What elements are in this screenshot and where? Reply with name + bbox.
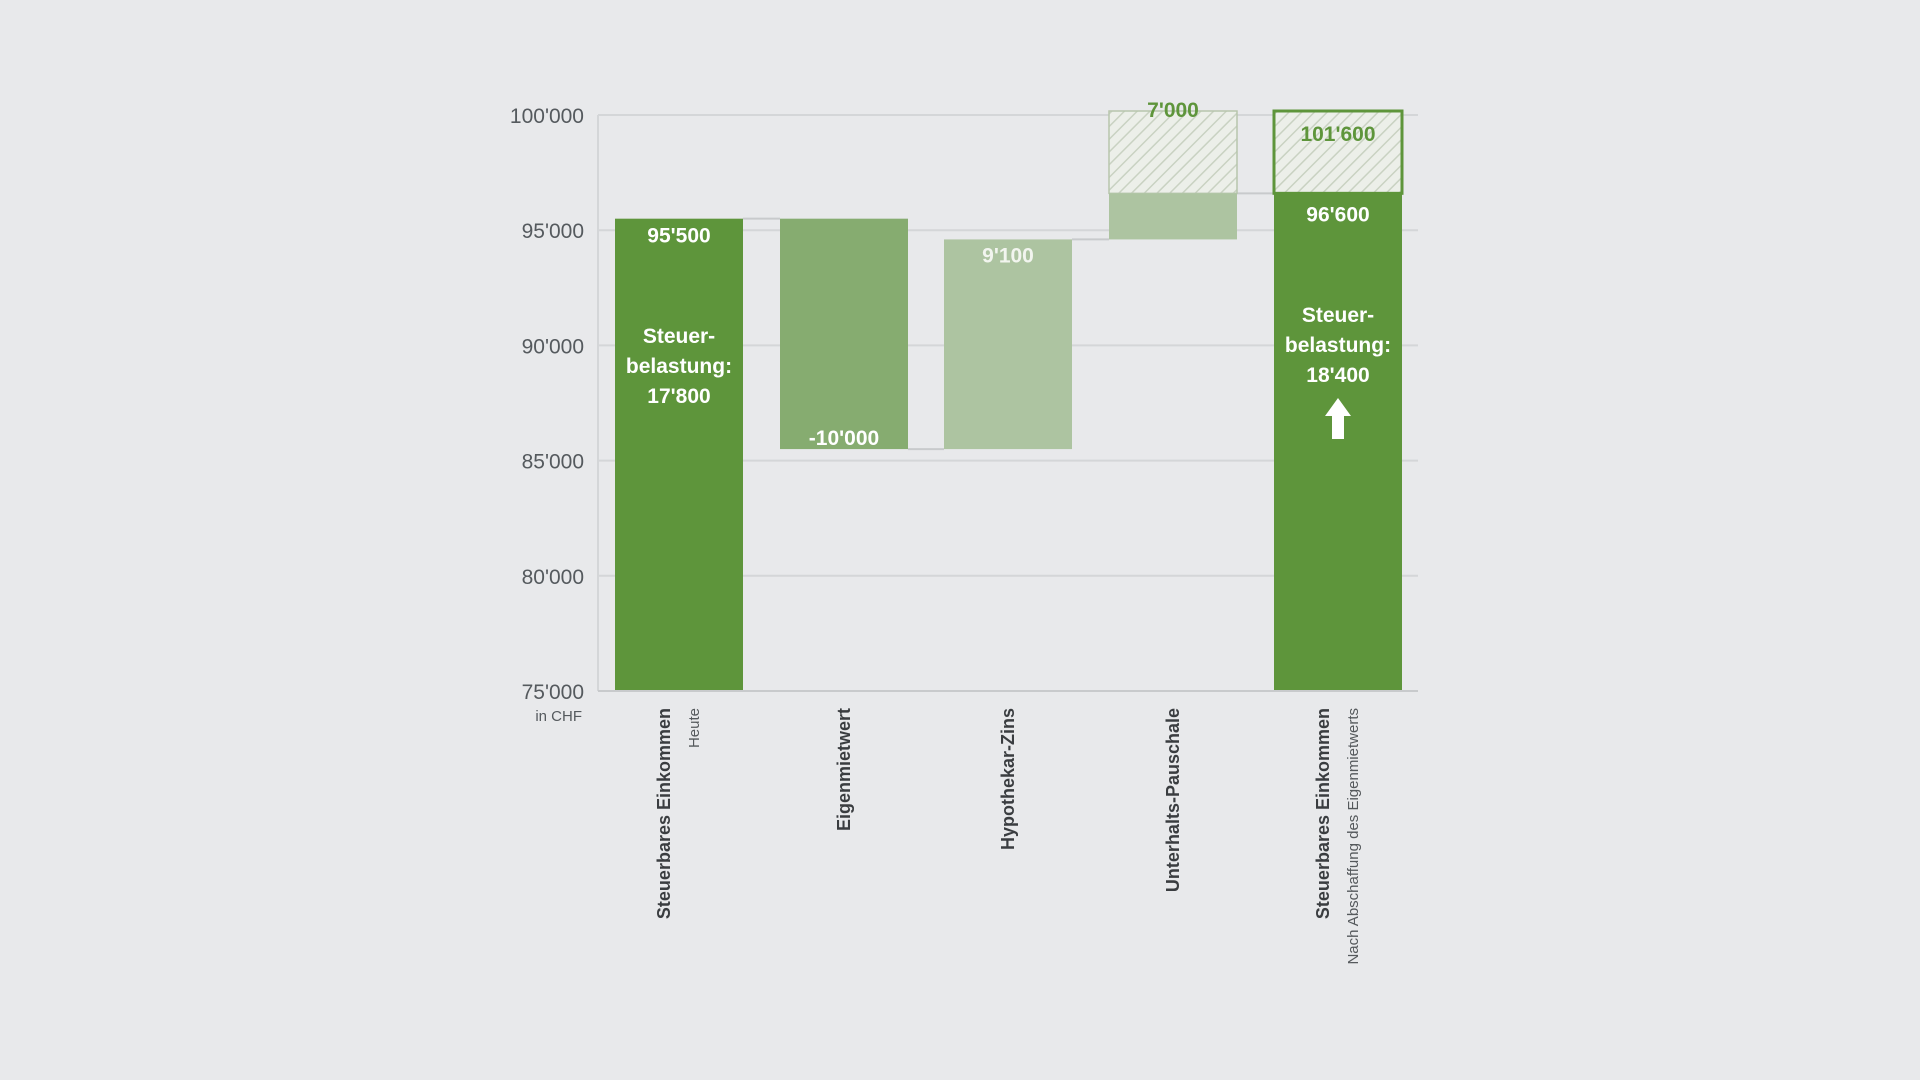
bar-value-label: 96'600 [1306,203,1369,226]
y-tick-label: 85'000 [522,451,584,474]
bar-annotation-line: belastung: [1285,334,1391,357]
x-category-label: Steuerbares Einkommen [1313,708,1333,919]
bar [944,239,1072,450]
bar-hatched-segment [1108,110,1238,195]
y-tick-label: 75'000 [522,681,584,704]
arrow-up-icon [1325,398,1351,439]
x-axis-categories: Steuerbares Einkommen Heute Eigenmietwert H… [654,708,1362,965]
x-category-label: Unterhalts-Pauschale [1163,708,1183,892]
bar-annotation-line: 18'400 [1306,364,1369,387]
x-category-sublabel: Heute [686,708,703,748]
bar [615,218,743,691]
bar-value-label: 7'000 [1147,99,1199,122]
x-category-label: Steuerbares Einkommen [654,708,674,919]
bar-annotation-line: Steuer- [1302,304,1374,327]
bar [1274,193,1402,691]
y-tick-label: 90'000 [522,335,584,358]
x-category-sublabel: Nach Abschaffung des Eigenmietwerts [1345,708,1362,965]
bar-value-label: -10'000 [809,427,879,450]
bar [780,218,908,450]
bar-annotation-line: belastung: [626,355,732,378]
y-tick-label: 100'000 [510,105,584,128]
y-axis: 100'000 95'000 90'000 85'000 80'000 75'000 in … [510,105,1418,725]
connector-lines [743,192,1274,451]
bar-annotation-line: 17'800 [647,385,710,408]
bar-hatched-segment [1272,109,1404,195]
y-tick-label: 95'000 [522,220,584,243]
bar-annotation-line: Steuer- [643,325,715,348]
unit-label: in CHF [535,708,582,725]
bar-labels: 95'500 Steuer-belastung: 17'800 -10'000 9'10… [626,99,1391,450]
y-tick-label: 80'000 [522,566,584,589]
bar [1109,193,1237,240]
bars [615,109,1404,691]
x-category-label: Hypothekar-Zins [998,708,1018,850]
bar-value-label: 95'500 [647,225,710,248]
bar-value-label: 9'100 [982,244,1034,267]
bar-hatched-label: 101'600 [1300,123,1375,146]
x-category-label: Eigenmietwert [834,708,854,831]
